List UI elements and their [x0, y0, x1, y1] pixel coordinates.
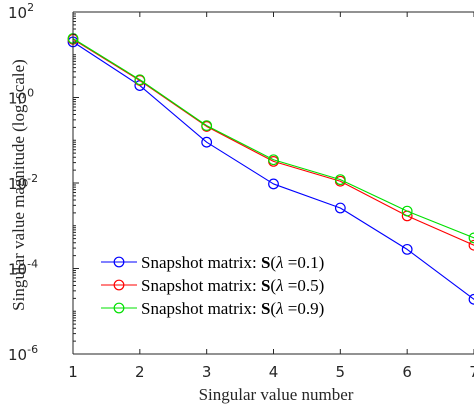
- series-3-point-3: [201, 120, 213, 132]
- x-tick-label-4: 4: [269, 363, 279, 381]
- legend: Snapshot matrix: S(λ =0.1)Snapshot matri…: [101, 253, 324, 318]
- y-tick-label-exponent-1: 2: [27, 1, 34, 14]
- x-axis-title: Singular value number: [199, 385, 354, 404]
- x-tick-label-7: 7: [469, 363, 474, 381]
- legend-symbol: S: [261, 299, 270, 318]
- y-axis-title: Singular value magnitude (log-scale): [9, 59, 28, 311]
- series-group-3: [67, 33, 474, 244]
- series-1-point-5: [334, 202, 346, 214]
- legend-open-paren: (: [270, 276, 276, 295]
- y-tick-label-exponent-2: 0: [27, 87, 34, 100]
- legend-equals: =: [283, 299, 297, 318]
- y-tick-label-4: 10-4: [8, 258, 38, 279]
- plot-area: [73, 12, 474, 354]
- x-tick-label-2: 2: [135, 363, 145, 381]
- series-layer: [67, 33, 474, 305]
- y-tick-label-base-5: 10: [8, 346, 27, 364]
- series-3-point-5: [334, 174, 346, 186]
- legend-label-3: Snapshot matrix: S(λ =0.9): [141, 299, 324, 318]
- legend-prefix: Snapshot matrix:: [141, 299, 261, 318]
- series-1-point-4: [268, 178, 279, 190]
- y-tick-label-exponent-3: -2: [27, 172, 38, 185]
- legend-close-paren: ): [319, 253, 325, 272]
- ticks-layer: 123456710210010-210-410-6: [8, 1, 474, 381]
- legend-lambda: λ: [275, 253, 283, 272]
- series-1-point-7: [468, 293, 474, 305]
- series-3-point-7: [468, 232, 474, 244]
- x-tick-label-6: 6: [402, 363, 412, 381]
- legend-value: 0.1: [297, 253, 318, 272]
- y-tick-label-base-2: 10: [8, 90, 27, 108]
- y-tick-label-2: 100: [8, 87, 34, 108]
- legend-symbol: S: [261, 253, 270, 272]
- x-tick-label-3: 3: [202, 363, 212, 381]
- y-tick-label-base-3: 10: [8, 175, 27, 193]
- series-3-point-4: [268, 154, 279, 166]
- y-tick-label-base-4: 10: [8, 261, 27, 279]
- legend-value: 0.9: [297, 299, 318, 318]
- legend-open-paren: (: [270, 253, 276, 272]
- series-line-3: [72, 37, 474, 239]
- legend-lambda: λ: [275, 299, 283, 318]
- plot-background: [73, 12, 474, 354]
- y-tick-label-1: 102: [8, 1, 34, 22]
- legend-equals: =: [283, 253, 297, 272]
- y-tick-label-5: 10-6: [8, 343, 38, 364]
- legend-symbol: S: [261, 276, 270, 295]
- legend-marker-3: [113, 302, 125, 314]
- y-tick-label-3: 10-2: [8, 172, 38, 193]
- legend-lambda: λ: [275, 276, 283, 295]
- series-3-point-6: [401, 205, 413, 217]
- series-2-point-7: [468, 239, 474, 251]
- series-3-point-2: [134, 74, 146, 86]
- legend-label-1: Snapshot matrix: S(λ =0.1): [141, 253, 324, 272]
- legend-item-3: Snapshot matrix: S(λ =0.9): [101, 299, 324, 318]
- legend-label-2: Snapshot matrix: S(λ =0.5): [141, 276, 324, 295]
- x-tick-label-5: 5: [336, 363, 346, 381]
- legend-close-paren: ): [319, 299, 325, 318]
- legend-open-paren: (: [270, 299, 276, 318]
- series-1-point-3: [201, 136, 213, 148]
- legend-equals: =: [283, 276, 297, 295]
- legend-value: 0.5: [297, 276, 318, 295]
- y-tick-label-exponent-5: -6: [27, 343, 38, 356]
- legend-prefix: Snapshot matrix:: [141, 253, 261, 272]
- y-tick-label-exponent-4: -4: [27, 258, 38, 271]
- series-1-point-6: [401, 243, 413, 255]
- legend-prefix: Snapshot matrix:: [141, 276, 261, 295]
- legend-close-paren: ): [319, 276, 325, 295]
- y-tick-label-base-1: 10: [8, 4, 27, 22]
- legend-marker-1: [113, 256, 125, 268]
- x-tick-label-1: 1: [68, 363, 78, 381]
- legend-marker-2: [113, 279, 125, 291]
- legend-item-1: Snapshot matrix: S(λ =0.1): [101, 253, 324, 272]
- legend-item-2: Snapshot matrix: S(λ =0.5): [101, 276, 324, 295]
